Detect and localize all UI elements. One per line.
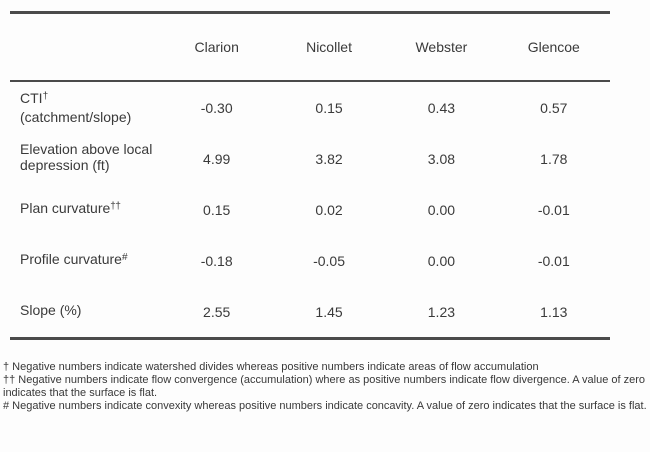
cell-value: -0.30 xyxy=(200,99,233,116)
cell-value: 0.57 xyxy=(540,99,568,116)
cell-value: 0.02 xyxy=(315,201,343,218)
cell-value: 1.45 xyxy=(315,303,343,320)
cell-value: 0.43 xyxy=(427,99,456,116)
row-label-elevation: Elevation above local depression (ft) xyxy=(10,133,161,184)
row-label-profile-curvature: Profile curvature# xyxy=(10,235,161,286)
footnote-marker-dagger: † xyxy=(42,91,49,102)
cell-value: 1.23 xyxy=(427,303,456,320)
table-row-plan-curvature: Plan curvature†† 0.15 0.02 0.00 -0.01 xyxy=(10,184,610,235)
row-label-text: Slope (%) xyxy=(20,302,82,318)
row-label-text: Elevation above local depression (ft) xyxy=(20,141,153,173)
footnote-double-dagger: †† Negative numbers indicate flow conver… xyxy=(3,374,646,399)
column-header-clarion: Clarion xyxy=(160,12,273,82)
cell-value: -0.01 xyxy=(537,252,570,269)
cell-value: -0.05 xyxy=(313,252,345,269)
row-label-plan-curvature: Plan curvature†† xyxy=(10,184,161,235)
row-label-text: CTI xyxy=(20,90,43,106)
cell-value: -0.18 xyxy=(200,252,233,269)
cell-value: 4.99 xyxy=(203,150,231,167)
table-row-elevation: Elevation above local depression (ft) 4.… xyxy=(10,133,610,184)
row-label-suffix: (catchment/slope) xyxy=(20,109,132,125)
footnote-hash: # Negative numbers indicate convexity wh… xyxy=(3,400,647,412)
column-header-nicollet: Nicollet xyxy=(272,12,386,82)
table-row-cti: CTI† (catchment/slope) -0.30 0.15 0.43 0… xyxy=(10,81,610,133)
column-header-glencoe: Glencoe xyxy=(497,12,610,82)
column-header-webster: Webster xyxy=(385,12,498,82)
table-row-slope: Slope (%) 2.55 1.45 1.23 1.13 xyxy=(10,286,610,339)
cell-value: 1.78 xyxy=(540,150,568,167)
terrain-attributes-table: Clarion Nicollet Webster Glencoe CTI† (c… xyxy=(10,11,610,340)
header-row: Clarion Nicollet Webster Glencoe xyxy=(10,12,610,82)
footnote-dagger: † Negative numbers indicate watershed di… xyxy=(3,361,539,373)
row-label-cti: CTI† (catchment/slope) xyxy=(10,81,161,133)
cell-value: 0.15 xyxy=(203,201,231,218)
cell-value: 3.08 xyxy=(427,150,456,167)
row-label-slope: Slope (%) xyxy=(10,286,161,339)
footnote-marker-hash: # xyxy=(121,252,128,263)
cell-value: 1.13 xyxy=(540,303,568,320)
cell-value: 3.82 xyxy=(315,150,343,167)
table-row-profile-curvature: Profile curvature# -0.18 -0.05 0.00 -0.0… xyxy=(10,235,610,286)
table-header: Clarion Nicollet Webster Glencoe xyxy=(10,12,610,82)
corner-cell xyxy=(10,12,161,82)
row-label-text: Plan curvature xyxy=(20,200,111,216)
table-footnotes: † Negative numbers indicate watershed di… xyxy=(3,361,648,413)
cell-value: 0.00 xyxy=(427,201,456,218)
cell-value: 2.55 xyxy=(203,303,231,320)
cell-value: -0.01 xyxy=(537,201,570,218)
table-body: CTI† (catchment/slope) -0.30 0.15 0.43 0… xyxy=(10,81,610,339)
cell-value: 0.00 xyxy=(427,252,456,269)
footnote-marker-double-dagger: †† xyxy=(110,201,121,212)
cell-value: 0.15 xyxy=(315,99,343,116)
row-label-text: Profile curvature xyxy=(20,251,122,267)
